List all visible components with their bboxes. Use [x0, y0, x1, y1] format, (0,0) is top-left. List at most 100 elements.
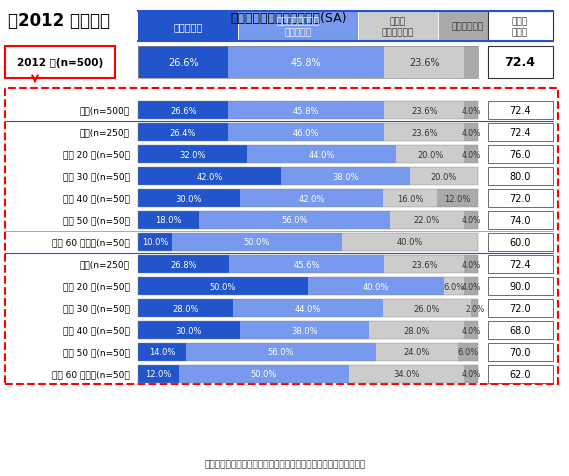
Text: 12.0%: 12.0%	[444, 194, 471, 203]
Bar	[464, 124, 478, 142]
Text: 10.0%: 10.0%	[142, 238, 168, 247]
Text: 90.0: 90.0	[509, 281, 531, 291]
Text: あまり
感じていない: あまり 感じていない	[382, 17, 414, 37]
Bar	[488, 365, 553, 383]
Text: 50.0%: 50.0%	[244, 238, 270, 247]
Bar	[384, 102, 464, 120]
Text: 28.0%: 28.0%	[172, 304, 199, 313]
Text: 56.0%: 56.0%	[281, 216, 308, 225]
Bar	[369, 321, 464, 339]
Bar	[138, 124, 478, 142]
Text: 最近何か不安を感じている(SA): 最近何か不安を感じている(SA)	[230, 12, 347, 25]
Bar	[138, 256, 229, 273]
Bar	[138, 102, 228, 120]
Text: 40.0%: 40.0%	[363, 282, 389, 291]
Text: 38.0%: 38.0%	[291, 326, 318, 335]
Bar	[229, 256, 384, 273]
Bar	[138, 146, 247, 164]
Text: 男性 30 代(n=50）: 男性 30 代(n=50）	[63, 172, 130, 181]
FancyBboxPatch shape	[438, 12, 498, 42]
Text: 4.0%: 4.0%	[461, 106, 481, 115]
Bar	[138, 102, 478, 120]
Bar	[240, 321, 369, 339]
Text: 女性 60 代以上(n=50）: 女性 60 代以上(n=50）	[52, 370, 130, 379]
Bar	[464, 211, 478, 229]
Bar	[138, 168, 281, 186]
Bar	[247, 146, 397, 164]
Bar	[488, 299, 553, 317]
Bar	[390, 211, 464, 229]
Bar	[383, 299, 471, 317]
Text: 26.6%: 26.6%	[170, 106, 196, 115]
Text: 30.0%: 30.0%	[176, 194, 202, 203]
Text: 女性(n=250）: 女性(n=250）	[80, 260, 130, 269]
Bar	[138, 343, 478, 361]
Text: 80.0: 80.0	[509, 172, 531, 182]
Bar	[172, 234, 342, 251]
Bar	[308, 278, 444, 296]
Text: 女性 30 代(n=50）: 女性 30 代(n=50）	[63, 304, 130, 313]
Bar	[281, 168, 410, 186]
Bar	[464, 146, 478, 164]
Text: 34.0%: 34.0%	[393, 370, 420, 379]
Text: 女性 20 代(n=50）: 女性 20 代(n=50）	[63, 282, 130, 291]
Text: 42.0%: 42.0%	[196, 172, 222, 181]
Bar	[138, 211, 199, 229]
Text: 感じている: 感じている	[174, 22, 203, 32]
Bar	[488, 102, 553, 120]
Bar	[488, 47, 553, 79]
Text: 23.6%: 23.6%	[411, 260, 438, 269]
Bar	[138, 365, 478, 383]
Bar	[397, 146, 464, 164]
Bar	[464, 102, 478, 120]
Bar	[384, 47, 464, 79]
Text: 24.0%: 24.0%	[403, 348, 430, 357]
Bar	[138, 299, 233, 317]
Bar	[138, 47, 228, 79]
Text: 76.0: 76.0	[509, 149, 531, 159]
Text: 74.0: 74.0	[509, 216, 531, 226]
Bar	[437, 189, 478, 208]
Text: 72.4: 72.4	[509, 259, 531, 269]
Bar	[488, 211, 553, 229]
Text: 60.0: 60.0	[509, 238, 531, 248]
Bar	[376, 343, 457, 361]
Text: 70.0: 70.0	[509, 347, 531, 357]
Bar	[488, 12, 553, 42]
Text: 全体(n=500）: 全体(n=500）	[80, 106, 130, 115]
Text: 44.0%: 44.0%	[295, 304, 321, 313]
Bar	[383, 189, 437, 208]
Text: 男性 60 代以上(n=50）: 男性 60 代以上(n=50）	[52, 238, 130, 247]
Text: 18.0%: 18.0%	[155, 216, 182, 225]
Text: ＜2012 年内訳＞: ＜2012 年内訳＞	[8, 12, 110, 30]
Text: 72.0: 72.0	[509, 303, 531, 313]
Bar	[228, 124, 384, 142]
Text: 28.0%: 28.0%	[403, 326, 430, 335]
Bar	[384, 256, 464, 273]
Bar	[488, 234, 553, 251]
Bar	[138, 278, 308, 296]
Text: 感じていない: 感じていない	[452, 22, 484, 31]
Text: 4.0%: 4.0%	[461, 370, 481, 379]
Text: 14.0%: 14.0%	[149, 348, 175, 357]
Text: 16.0%: 16.0%	[397, 194, 423, 203]
Bar	[138, 47, 478, 79]
FancyBboxPatch shape	[138, 12, 238, 42]
Text: 45.8%: 45.8%	[293, 106, 320, 115]
Bar	[199, 211, 390, 229]
Bar	[138, 189, 240, 208]
Text: 20.0%: 20.0%	[431, 172, 457, 181]
FancyBboxPatch shape	[358, 12, 438, 42]
Bar	[138, 299, 478, 317]
Text: 30.0%: 30.0%	[176, 326, 202, 335]
Text: 42.0%: 42.0%	[298, 194, 324, 203]
Text: 4.0%: 4.0%	[461, 216, 481, 225]
Bar	[349, 365, 464, 383]
Text: 男性(n=250）: 男性(n=250）	[80, 128, 130, 137]
Text: 20.0%: 20.0%	[417, 150, 444, 159]
Text: 4.0%: 4.0%	[461, 150, 481, 159]
Text: 56.0%: 56.0%	[267, 348, 294, 357]
Bar	[138, 146, 478, 164]
Text: 72.4: 72.4	[505, 56, 535, 69]
Bar	[488, 321, 553, 339]
